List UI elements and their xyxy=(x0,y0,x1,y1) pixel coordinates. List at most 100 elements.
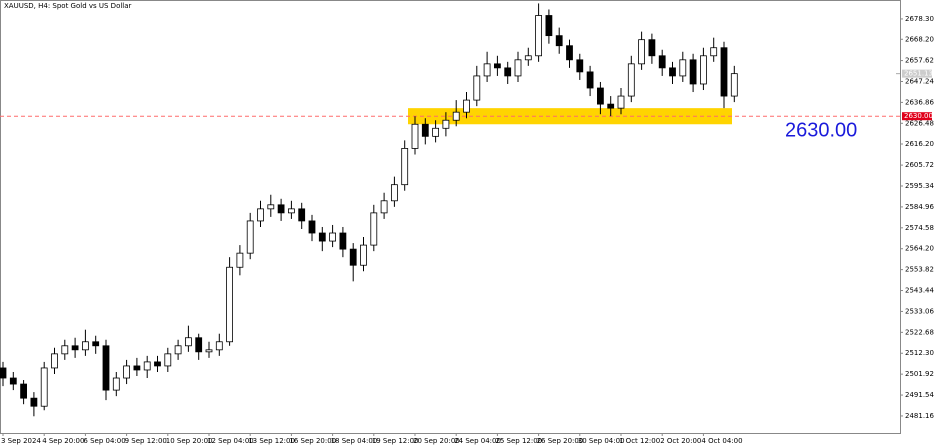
candle-body xyxy=(452,111,460,121)
candle-body xyxy=(20,383,28,399)
current-price-label: 2651.13 xyxy=(904,70,933,78)
x-tick-label: 6 Sep 04:00 xyxy=(83,437,125,445)
y-tick-label: 2553.82 xyxy=(905,266,934,274)
candle-body xyxy=(360,244,367,266)
candle-body xyxy=(298,208,306,222)
candle-body xyxy=(689,59,697,85)
x-tick-label: 2 Oct 20:00 xyxy=(660,437,701,445)
candle-body xyxy=(40,367,48,407)
y-tick-label: 2636.86 xyxy=(905,98,934,106)
candle-body xyxy=(329,232,337,242)
candle-body xyxy=(504,67,512,77)
y-tick-label: 2657.62 xyxy=(905,57,934,65)
y-tick-label: 2564.20 xyxy=(905,245,934,253)
candle-body xyxy=(226,266,234,343)
annotation: 2630.00 xyxy=(785,119,857,141)
y-tick-label: 2626.48 xyxy=(905,119,934,127)
x-tick-label: 12 Sep 04:00 xyxy=(207,437,254,445)
candle-body xyxy=(566,45,573,61)
candle-body xyxy=(390,184,398,202)
candle-body xyxy=(669,67,676,77)
candle-body xyxy=(524,55,532,61)
candle-body xyxy=(679,59,687,77)
candle-body xyxy=(246,220,254,254)
candle-body xyxy=(463,99,470,113)
y-tick-label: 2533.06 xyxy=(905,307,934,315)
candle-body xyxy=(195,337,203,353)
candle-body xyxy=(535,15,542,57)
y-tick-label: 2678.30 xyxy=(905,15,934,23)
candle-body xyxy=(339,232,347,250)
current-price-box xyxy=(902,69,932,78)
candle-body xyxy=(493,63,501,69)
x-tick-label: 4 Oct 04:00 xyxy=(701,437,742,445)
candle-body xyxy=(82,341,89,351)
y-tick-label: 2595.34 xyxy=(905,182,934,190)
x-tick-label: 19 Sep 12:00 xyxy=(372,437,419,445)
candle-body xyxy=(401,148,409,186)
candle-body xyxy=(257,208,264,222)
candle-body xyxy=(30,397,38,407)
candle-body xyxy=(720,47,728,97)
candle-body xyxy=(658,55,666,69)
y-tick-label: 2647.24 xyxy=(905,77,934,85)
y-tick-label: 2668.20 xyxy=(905,35,934,43)
candle-body xyxy=(143,361,151,371)
y-tick-label: 2481.16 xyxy=(905,412,934,420)
x-tick-label: 13 Sep 12:00 xyxy=(248,437,295,445)
candle-body xyxy=(102,345,110,391)
candle-body xyxy=(308,220,316,234)
candle-body xyxy=(442,119,450,129)
candle-body xyxy=(287,208,295,214)
price-label-box xyxy=(902,112,932,121)
candle-body xyxy=(318,232,326,242)
x-tick-label: 20 Sep 20:00 xyxy=(413,437,460,445)
y-tick-label: 2605.72 xyxy=(905,161,934,169)
y-tick-label: 2584.96 xyxy=(905,203,934,211)
candle-body xyxy=(514,59,522,77)
candle-body xyxy=(164,353,172,367)
candle-body xyxy=(607,103,615,109)
candle-body xyxy=(555,35,563,47)
candle-body xyxy=(473,75,481,101)
chart-title: XAUUSD, H4: Spot Gold vs US Dollar xyxy=(4,2,132,10)
x-tick-label: 26 Sep 20:00 xyxy=(537,437,584,445)
candle-body xyxy=(61,345,69,355)
y-tick-label: 2512.30 xyxy=(905,349,934,357)
candle-body xyxy=(9,377,17,385)
x-tick-label: 10 Sep 20:00 xyxy=(166,437,213,445)
candle-body xyxy=(730,73,738,97)
candle-body xyxy=(576,59,584,73)
y-tick-label: 2616.20 xyxy=(905,140,934,148)
candle-body xyxy=(92,341,100,347)
candle-body xyxy=(236,252,244,268)
candle-body xyxy=(0,367,7,379)
candle-body xyxy=(123,365,130,379)
candle-body xyxy=(597,87,604,105)
x-tick-label: 9 Sep 12:00 xyxy=(125,437,167,445)
candle-body xyxy=(421,123,429,137)
candle-body xyxy=(627,63,635,97)
candle-body xyxy=(710,47,718,57)
x-tick-label: 18 Sep 04:00 xyxy=(331,437,378,445)
x-tick-label: 3 Sep 2024 xyxy=(1,437,41,445)
y-tick-label: 2522.68 xyxy=(905,328,934,336)
candle-body xyxy=(586,71,594,89)
candle-body xyxy=(617,95,625,109)
candle-body xyxy=(205,349,213,353)
candle-body xyxy=(380,200,388,214)
x-tick-label: 24 Sep 04:00 xyxy=(454,437,501,445)
candle-body xyxy=(267,204,275,210)
candle-body xyxy=(432,127,440,137)
candle-body xyxy=(184,337,192,347)
y-tick-label: 2491.54 xyxy=(905,391,934,399)
candle-body xyxy=(638,39,645,65)
candle-body xyxy=(545,15,553,37)
x-tick-label: 30 Sep 04:00 xyxy=(578,437,625,445)
candle-body xyxy=(215,341,223,351)
candle-body xyxy=(112,377,120,391)
candle-body xyxy=(648,39,656,57)
x-tick-label: 4 Sep 20:00 xyxy=(42,437,84,445)
x-tick-label: 25 Sep 12:00 xyxy=(495,437,542,445)
